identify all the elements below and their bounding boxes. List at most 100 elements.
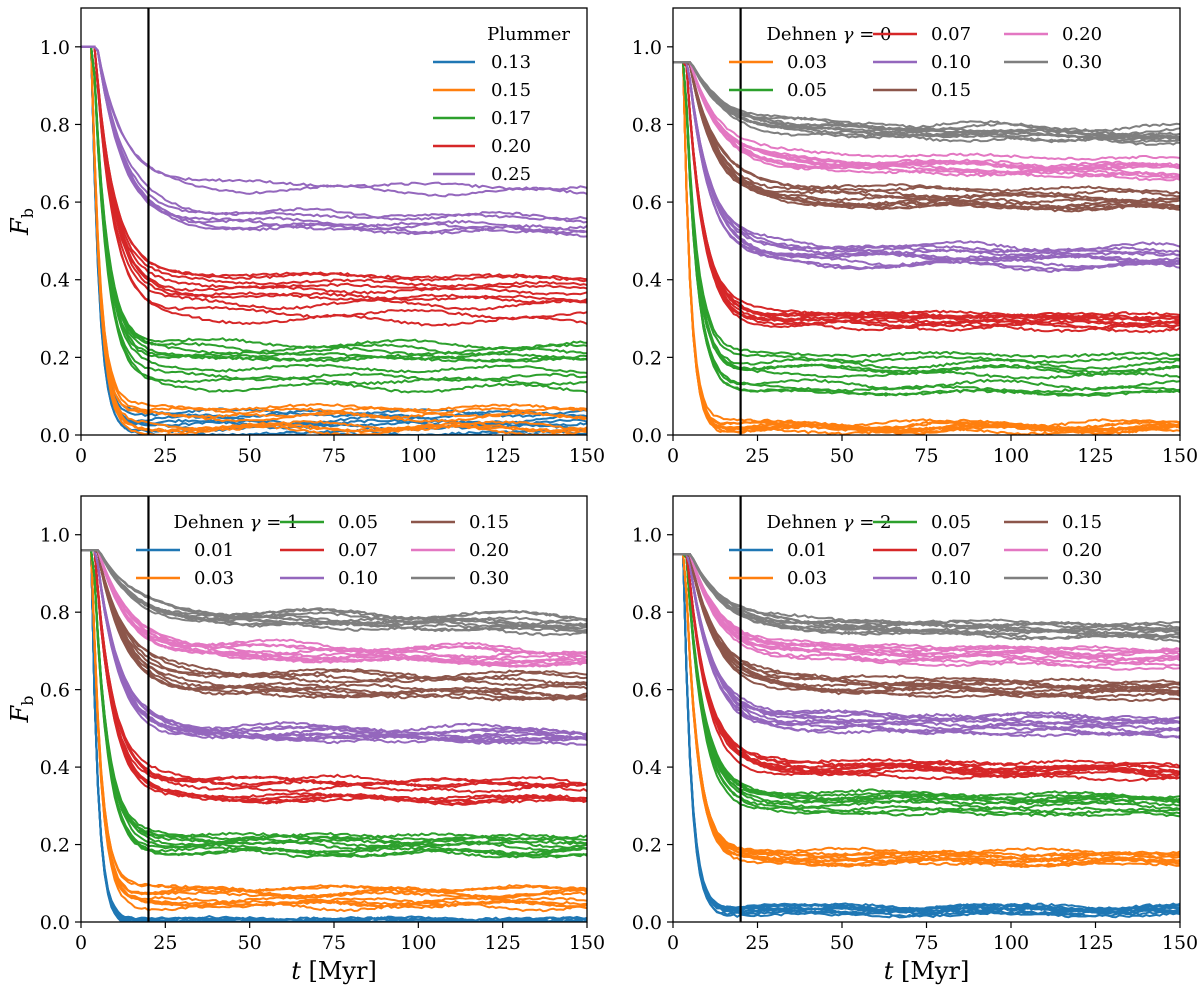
- series-0.15: [81, 45, 587, 435]
- series-0.20-run-2: [81, 45, 587, 291]
- x-tick-label: 25: [153, 932, 177, 954]
- y-axis-label: Fb: [6, 208, 37, 236]
- series-0.30-run-2: [673, 61, 1180, 141]
- series-0.17-run-6: [81, 45, 587, 363]
- series-0.03-run-10: [81, 549, 587, 907]
- x-tick-label: 25: [745, 445, 769, 467]
- series-0.30-run-7: [81, 549, 587, 621]
- series-0.05-run-8: [81, 549, 587, 847]
- x-tick-label: 150: [569, 445, 605, 467]
- subplot-1: 0 25 50 75 100 125 150 0.0 0.2 0.4 0.6 0.8 1.0 Fb Plum…: [6, 7, 605, 467]
- series-0.20: [673, 61, 1180, 182]
- series-0.07-run-8: [81, 549, 587, 806]
- y-tick-label: 0.2: [40, 347, 70, 369]
- y-tick-label: 0.6: [40, 192, 70, 214]
- series-0.30-run-3: [81, 549, 587, 628]
- series-0.05-run-8: [673, 553, 1180, 800]
- series-0.07: [673, 61, 1180, 334]
- legend-label: 0.03: [194, 568, 234, 589]
- series-0.20-run-4: [673, 61, 1180, 161]
- legend-label: 0.10: [931, 52, 971, 73]
- y-axis-label: Fb: [6, 696, 37, 724]
- series-0.05-run-10: [673, 61, 1180, 394]
- series-0.10-run-9: [673, 61, 1180, 273]
- legend-label: 0.10: [338, 568, 378, 589]
- y-tick-label: 0.8: [40, 114, 70, 136]
- series-0.03-run-9: [673, 61, 1180, 435]
- series-0.15-run-3: [673, 553, 1180, 703]
- series-lines: [81, 549, 587, 922]
- x-tick-label: 125: [1077, 445, 1113, 467]
- series-0.30: [81, 549, 587, 637]
- series-0.03-run-3: [81, 549, 587, 900]
- series-0.07-run-9: [81, 549, 587, 788]
- series-0.15-run-10: [81, 549, 587, 687]
- legend: Dehnen γ = 2 0.01 0.03 0.05 0.07 0.10 0.15 0.20…: [729, 512, 1102, 589]
- subplot-2: 0 25 50 75 100 125 150 0.0 0.2 0.4 0.6 0.8 1.0 Dehnen…: [632, 7, 1198, 467]
- series-lines: [673, 61, 1180, 435]
- series-0.03-run-8: [81, 549, 587, 894]
- y-tick-label: 0.2: [632, 835, 662, 857]
- series-0.20-run-6: [81, 45, 587, 296]
- series-0.30-run-7: [673, 61, 1180, 134]
- series-0.07: [81, 549, 587, 807]
- series-0.30-run-10: [673, 61, 1180, 143]
- series-0.30-run-9: [81, 549, 587, 628]
- legend: Dehnen γ = 0 0.03 0.05 0.07 0.10 0.15 0.20 0.30: [729, 24, 1102, 101]
- series-0.30-run-4: [81, 549, 587, 629]
- legend-label: 0.01: [787, 540, 827, 561]
- series-0.03-run-6: [81, 549, 587, 913]
- series-0.10-run-7: [673, 553, 1180, 726]
- x-tick-label: 75: [322, 445, 346, 467]
- series-0.20-run-9: [673, 61, 1180, 171]
- series-0.10-run-10: [81, 549, 587, 741]
- x-tick-label: 100: [993, 932, 1029, 954]
- series-0.05-run-5: [81, 549, 587, 853]
- series-0.05-run-6: [673, 553, 1180, 811]
- series-0.15: [81, 549, 587, 702]
- series-0.15-run-9: [673, 61, 1180, 208]
- series-0.20: [81, 45, 587, 327]
- x-tick-label: 25: [153, 445, 177, 467]
- y-tick-label: 0.6: [632, 192, 662, 214]
- series-0.25: [81, 45, 587, 238]
- series-0.15: [673, 61, 1180, 213]
- series-0.01-run-10: [673, 553, 1180, 913]
- series-0.03-run-10: [673, 61, 1180, 435]
- series-0.20-run-4: [81, 549, 587, 665]
- legend-label: 0.07: [338, 540, 378, 561]
- x-tick-label: 75: [914, 445, 938, 467]
- series-0.17-run-5: [81, 45, 587, 382]
- series-0.25-run-5: [81, 45, 587, 234]
- series-0.05-run-8: [673, 61, 1180, 380]
- y-tick-label: 0.0: [40, 912, 70, 934]
- x-tick-label: 100: [400, 445, 436, 467]
- x-tick-label: 50: [830, 932, 854, 954]
- series-0.13-run-7: [81, 45, 587, 432]
- x-tick-label: 125: [485, 445, 521, 467]
- series-0.30-run-2: [81, 549, 587, 637]
- legend-label: 0.20: [469, 540, 509, 561]
- series-0.05-run-9: [81, 549, 587, 848]
- y-tick-label: 1.0: [632, 525, 662, 547]
- series-0.05-run-2: [673, 61, 1180, 364]
- series-0.20-run-10: [673, 553, 1180, 667]
- y-tick-label: 0.0: [40, 425, 70, 447]
- series-0.20-run-2: [673, 61, 1180, 182]
- x-tick-label: 75: [914, 932, 938, 954]
- x-tick-label: 0: [75, 445, 87, 467]
- series-0.05: [81, 549, 587, 859]
- series-0.07-run-9: [673, 553, 1180, 775]
- y-tick-label: 0.4: [40, 757, 70, 779]
- series-0.25-run-1: [81, 45, 587, 224]
- series-0.15-run-7: [81, 45, 587, 420]
- series-0.05-run-7: [81, 549, 587, 859]
- x-tick-label: 50: [238, 445, 262, 467]
- series-0.15-run-10: [673, 553, 1180, 694]
- x-tick-label: 50: [238, 932, 262, 954]
- series-0.10-run-10: [673, 553, 1180, 727]
- legend-label: 0.30: [1062, 52, 1102, 73]
- x-axis-label: t [Myr]: [884, 957, 970, 985]
- series-0.05-run-7: [673, 61, 1180, 374]
